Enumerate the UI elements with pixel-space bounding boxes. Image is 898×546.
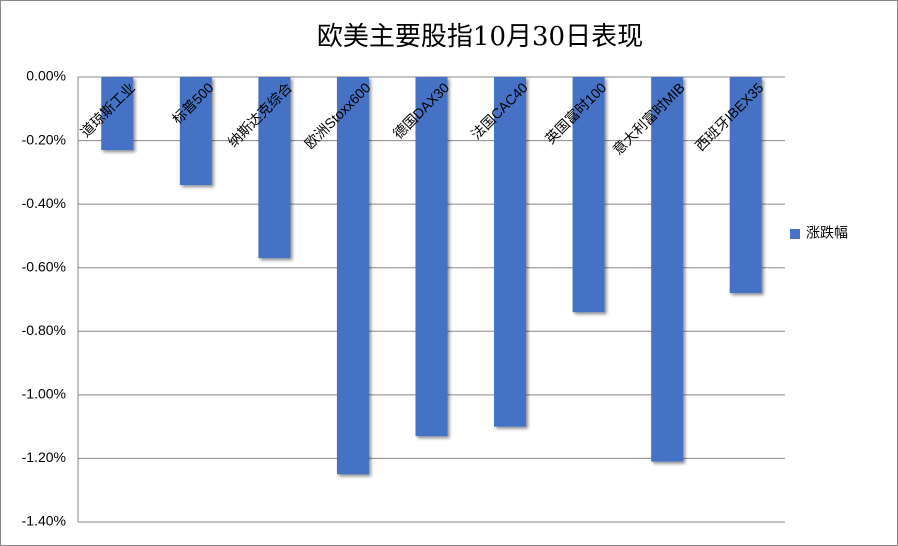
bar xyxy=(179,77,212,186)
bar xyxy=(415,77,448,437)
y-tick-label: -1.00% xyxy=(22,386,66,402)
legend-swatch xyxy=(790,229,800,239)
y-tick-label: -0.20% xyxy=(22,131,66,147)
y-tick-label: -1.40% xyxy=(22,513,66,529)
bar xyxy=(651,77,684,462)
y-tick-label: -1.20% xyxy=(22,449,66,465)
y-tick-label: 0.00% xyxy=(26,68,66,84)
bar xyxy=(258,77,291,259)
bar xyxy=(494,77,527,427)
chart-title: 欧美主要股指10月30日表现 xyxy=(317,22,643,52)
bar xyxy=(101,77,134,151)
bar xyxy=(729,77,762,294)
bar xyxy=(336,77,369,475)
bar xyxy=(572,77,605,313)
y-tick-label: -0.80% xyxy=(22,322,66,338)
legend-label: 涨跌幅 xyxy=(806,225,848,241)
y-tick-label: -0.60% xyxy=(22,258,66,274)
y-tick-label: -0.40% xyxy=(22,195,66,211)
